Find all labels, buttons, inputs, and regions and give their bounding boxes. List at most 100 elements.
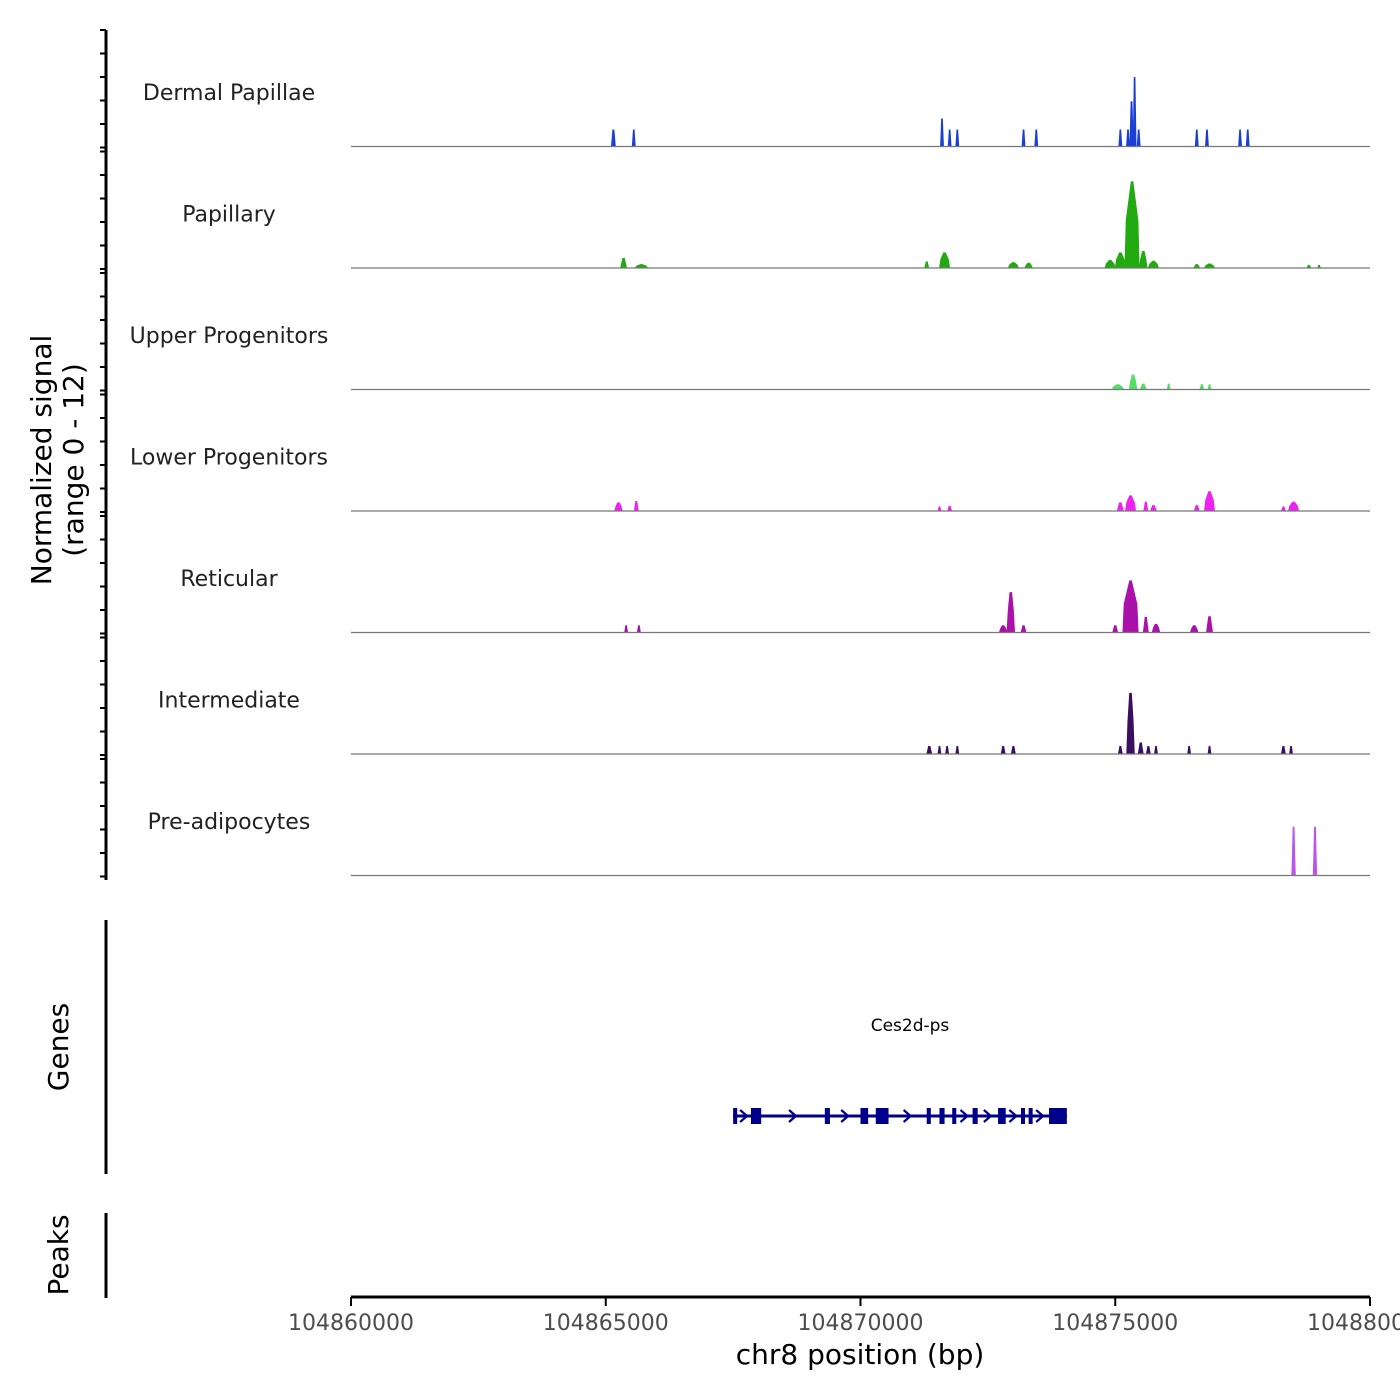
coverage-peak	[1136, 129, 1141, 147]
coverage-peak	[1312, 826, 1318, 876]
coverage-peak	[1104, 260, 1116, 269]
coverage-track: Intermediate	[158, 689, 1370, 755]
coverage-track: Lower Progenitors	[130, 446, 1370, 512]
track-label: Upper Progenitors	[130, 324, 329, 349]
x-axis: 104860000 104865000 104870000 104875000 1048…	[288, 1295, 1400, 1371]
coverage-peak	[1006, 592, 1016, 633]
coverage-peak	[1137, 742, 1144, 755]
coverage-peak	[1124, 495, 1137, 512]
coverage-peak	[1122, 580, 1139, 633]
strand-arrow	[840, 1109, 850, 1123]
coverage-peak	[1280, 746, 1286, 755]
coverage-peak	[1280, 506, 1286, 512]
gene-exon	[824, 1108, 830, 1124]
coverage-peak	[1126, 692, 1135, 755]
coverage-peak	[1187, 746, 1192, 755]
coverage-peak	[1151, 623, 1161, 633]
coverage-peak	[1149, 505, 1158, 512]
coverage-peak	[947, 129, 952, 147]
gene-exon	[939, 1108, 945, 1124]
x-tick-label: 104865000	[543, 1311, 669, 1336]
gene-exon	[875, 1108, 889, 1124]
coverage-peak	[1291, 826, 1296, 876]
coverage-peak	[1154, 746, 1159, 755]
track-label: Dermal Papillae	[143, 81, 315, 106]
gene-exon	[750, 1108, 762, 1124]
coverage-tracks: Dermal Papillae Papillary Upper Progenitor…	[130, 77, 1370, 877]
coverage-peak	[1010, 746, 1016, 755]
strand-arrow	[1035, 1109, 1045, 1123]
track-label: Papillary	[182, 203, 276, 228]
coverage-peak	[614, 502, 623, 512]
gene-exon	[860, 1108, 869, 1124]
coverage-peak	[1021, 129, 1026, 147]
coverage-peak	[1207, 746, 1212, 755]
coverage-peak	[1142, 616, 1149, 633]
coverage-peak	[636, 625, 641, 633]
coverage-peak	[1007, 262, 1020, 269]
coverage-peak	[620, 257, 628, 269]
coverage-peak	[940, 118, 944, 147]
coverage-peak	[1193, 505, 1200, 512]
coverage-peak	[1145, 746, 1151, 755]
genes-label: Genes	[42, 1003, 75, 1091]
coverage-peak	[1126, 129, 1130, 147]
coverage-peak	[1207, 384, 1212, 390]
coverage-peak	[1128, 374, 1138, 390]
coverage-track: Dermal Papillae	[143, 77, 1370, 148]
coverage-peak	[926, 746, 933, 755]
coverage-peak	[1205, 129, 1209, 147]
strand-arrow	[1008, 1109, 1019, 1123]
coverage-track: Pre-adipocytes	[148, 810, 1370, 877]
coverage-peak	[947, 505, 953, 512]
gene-model	[733, 1108, 1067, 1124]
y-axis-label-line2: (range 0 - 12)	[57, 363, 90, 557]
coverage-peak	[939, 252, 951, 269]
x-tick-label: 104860000	[288, 1311, 414, 1336]
gene-exon	[733, 1108, 738, 1124]
coverage-peak	[1111, 384, 1125, 390]
coverage-peak	[1205, 616, 1214, 633]
coverage-peak	[1238, 129, 1243, 147]
coverage-peak	[610, 129, 616, 147]
coverage-peak	[955, 746, 960, 755]
coverage-peak	[955, 129, 960, 147]
coverage-track: Reticular	[180, 567, 1370, 634]
gene-exon	[952, 1108, 957, 1124]
strand-arrow	[983, 1109, 993, 1123]
x-axis-title: chr8 position (bp)	[736, 1338, 985, 1371]
coverage-peak	[1189, 625, 1199, 633]
coverage-peak	[1132, 77, 1137, 147]
peaks-label: Peaks	[42, 1214, 75, 1295]
coverage-peak	[1289, 746, 1294, 755]
gene-exon	[1020, 1108, 1025, 1124]
coverage-peak	[633, 500, 639, 512]
coverage-peak	[1129, 101, 1134, 147]
coverage-peak	[1147, 260, 1160, 269]
track-label: Intermediate	[158, 689, 300, 714]
coverage-peak	[624, 625, 629, 633]
x-axis-ticks: 104860000 104865000 104870000 104875000 1048…	[288, 1297, 1400, 1336]
x-tick-label: 104870000	[798, 1311, 924, 1336]
coverage-peak	[924, 261, 930, 269]
coverage-track: Upper Progenitors	[130, 324, 1370, 391]
coverage-peak	[1117, 746, 1123, 755]
x-tick-label: 104880000	[1307, 1311, 1400, 1336]
coverage-peak	[1114, 252, 1126, 269]
coverage-peak	[1245, 129, 1250, 147]
gene-exon	[972, 1108, 978, 1124]
coverage-peak	[937, 746, 942, 755]
gene-name-label: Ces2d-ps	[871, 1016, 950, 1036]
peaks-panel: Peaks	[42, 1213, 108, 1298]
coverage-peak	[1124, 181, 1140, 269]
coverage-peak	[1166, 383, 1171, 390]
coverage-peak	[998, 625, 1008, 633]
gene-exon	[998, 1108, 1006, 1124]
strand-arrow	[902, 1109, 913, 1123]
coverage-peak	[1143, 501, 1149, 512]
coverage-peak	[1199, 384, 1205, 390]
track-label: Reticular	[180, 567, 278, 592]
coverage-peak	[1024, 262, 1034, 269]
gene-exon	[926, 1108, 931, 1124]
